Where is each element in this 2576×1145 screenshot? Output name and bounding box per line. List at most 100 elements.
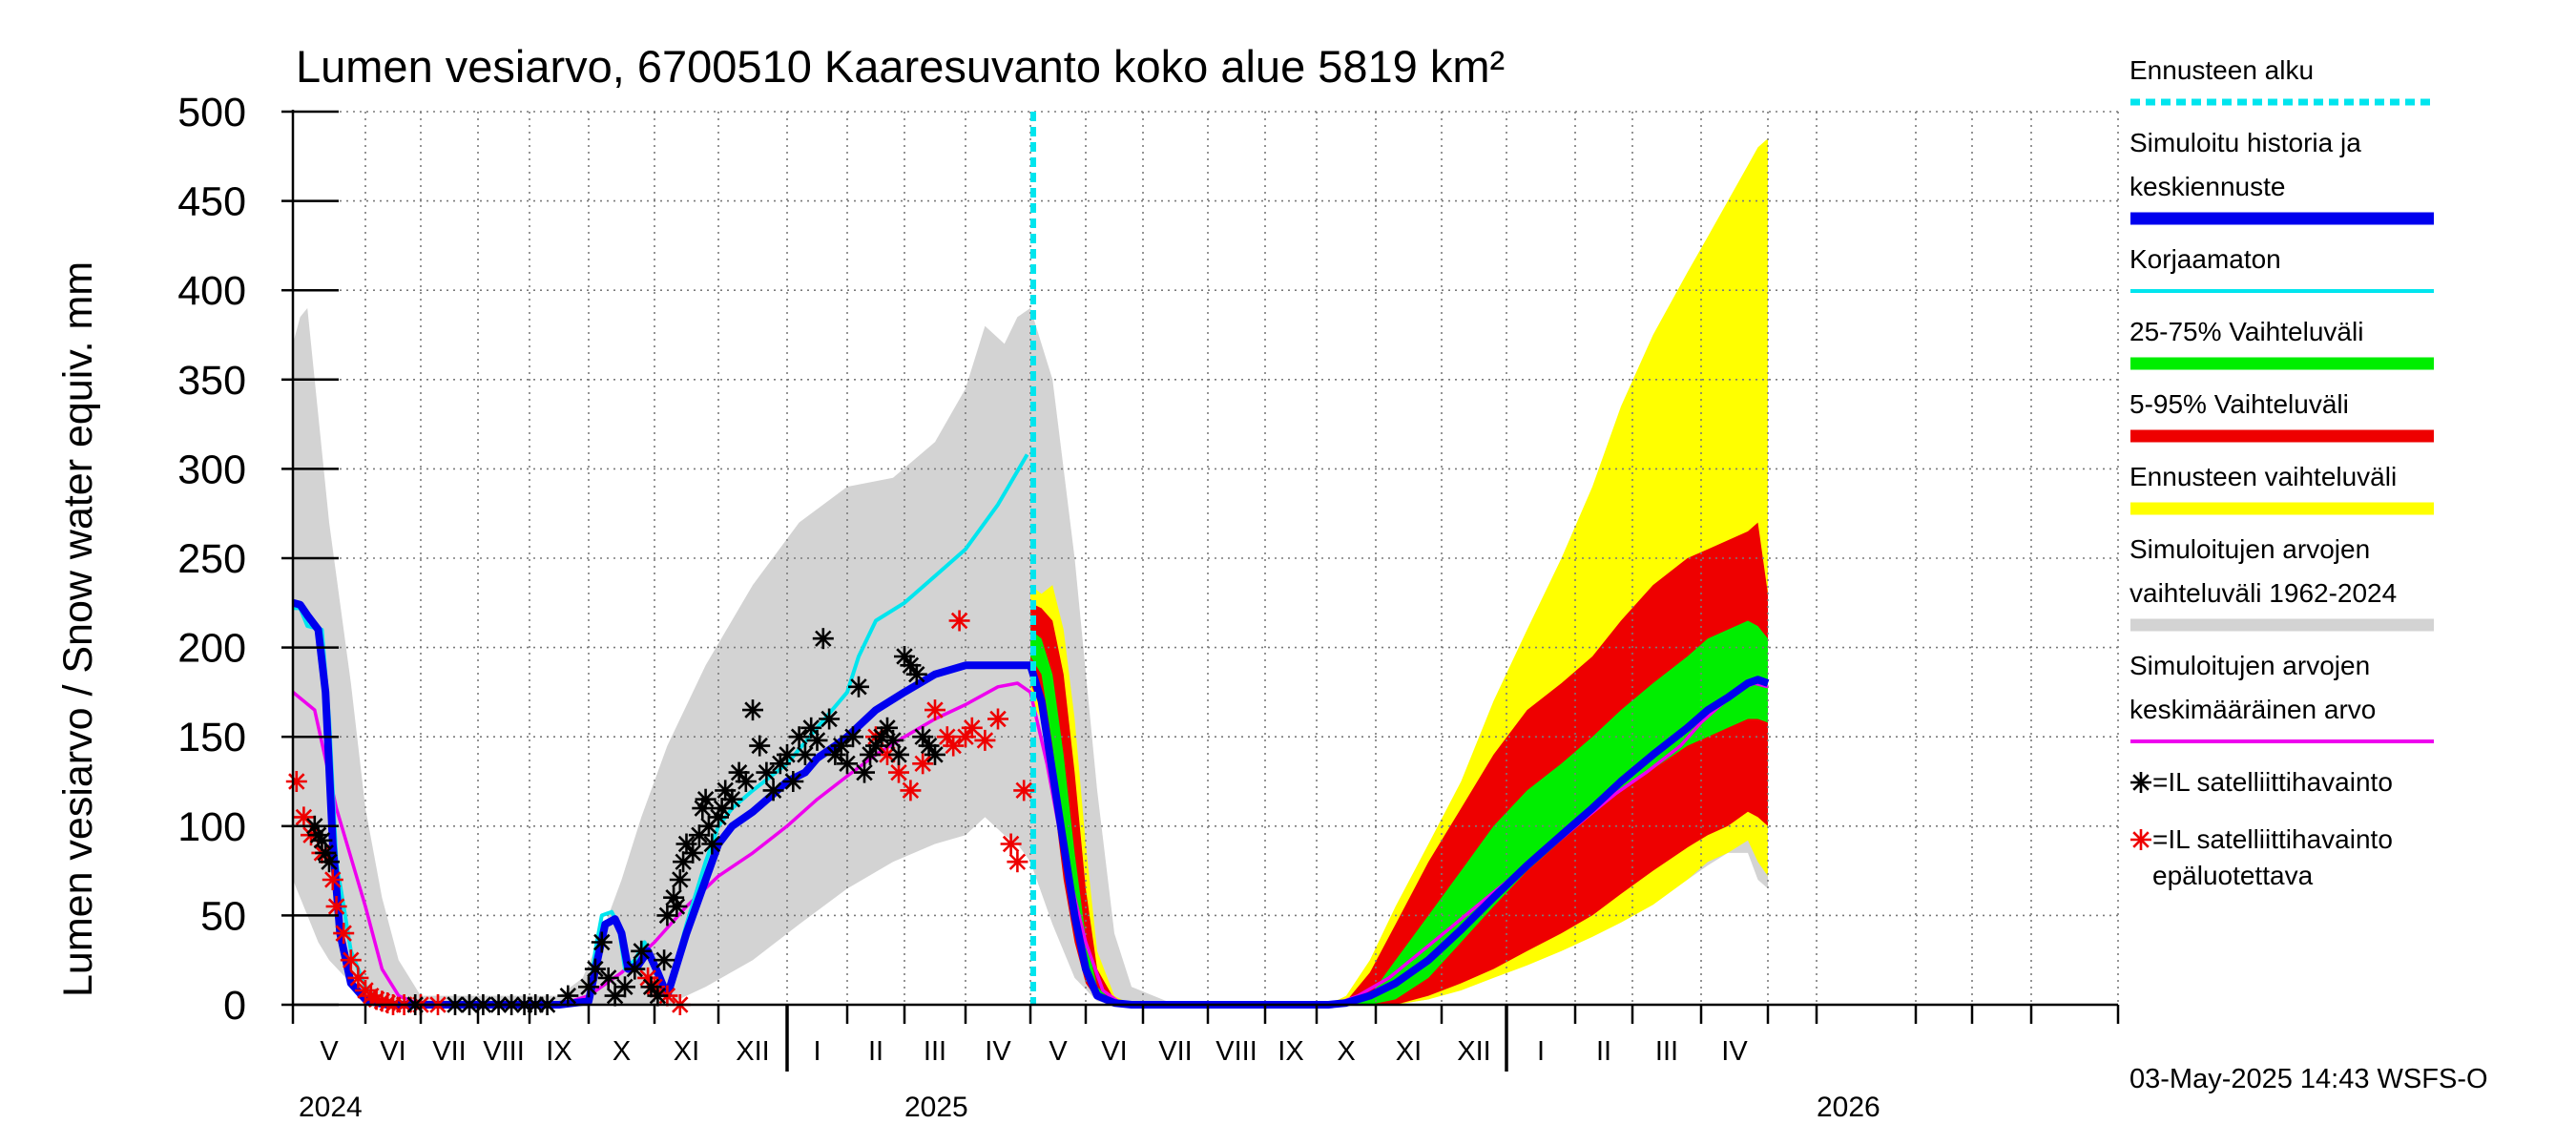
month-tick-label: VII [1158, 1036, 1192, 1067]
obs-point [311, 829, 333, 851]
legend-label: epäluotettava [2152, 861, 2314, 890]
obs-point [819, 708, 841, 730]
obs-point [647, 985, 669, 1007]
obs-point [614, 976, 635, 998]
obs-point [557, 985, 579, 1007]
month-tick-label: VIII [1215, 1036, 1257, 1067]
obs-point [624, 958, 646, 980]
y-tick-label: 200 [177, 626, 246, 672]
obs-unreliable-point [987, 708, 1008, 730]
legend-marker-obs_unreliable [2130, 829, 2151, 850]
band-5-95-vaihteluvali [1030, 522, 1768, 1005]
legend-label: Simuloitu historia ja [2129, 128, 2361, 157]
obs-point [682, 842, 704, 864]
month-tick-label: I [1537, 1036, 1545, 1067]
band-ennusteen-vaihteluvali [1030, 138, 1768, 1006]
y-tick-label: 500 [177, 90, 246, 135]
obs-unreliable-point [293, 806, 315, 828]
obs-unreliable-point [325, 896, 347, 917]
obs-unreliable-point [912, 753, 934, 775]
y-tick-label: 400 [177, 268, 246, 314]
obs-unreliable-point [943, 735, 965, 757]
obs-point [631, 940, 653, 962]
timestamp-label: 03-May-2025 14:43 WSFS-O [2129, 1064, 2488, 1094]
obs-point [640, 976, 662, 998]
month-tick-label: VI [380, 1036, 405, 1067]
y-tick-label: 100 [177, 804, 246, 850]
obs-unreliable-point [1000, 833, 1022, 855]
obs-point [735, 771, 757, 792]
grid-layer [293, 111, 2119, 1005]
month-tick-label: XI [1396, 1036, 1422, 1067]
obs-point [782, 771, 804, 792]
obs-point [842, 726, 863, 748]
obs-unreliable-point [1007, 851, 1028, 873]
y-tick-label: 0 [223, 983, 246, 1029]
legend-label: Korjaamaton [2129, 244, 2281, 274]
bands-layer [293, 138, 1768, 1006]
chart-title: Lumen vesiarvo, 6700510 Kaaresuvanto kok… [296, 41, 1505, 92]
month-tick-label: X [613, 1036, 631, 1067]
month-tick-label: XI [674, 1036, 699, 1067]
obs-point [749, 735, 771, 757]
month-tick-label: IX [1278, 1036, 1303, 1067]
obs-point [697, 815, 719, 837]
obs-point [319, 851, 340, 873]
year-label: 2026 [1817, 1092, 1880, 1123]
legend-label: 25-75% Vaihteluväli [2129, 317, 2363, 346]
obs-unreliable-point [955, 726, 976, 748]
obs-unreliable-point [333, 923, 355, 945]
obs-point [924, 743, 945, 765]
obs-unreliable-point [948, 610, 970, 632]
legend-label: 5-95% Vaihteluväli [2129, 389, 2349, 419]
y-tick-label: 50 [200, 893, 246, 939]
legend-label: Simuloitujen arvojen [2129, 651, 2370, 680]
obs-point [854, 761, 875, 783]
y-tick-label: 450 [177, 179, 246, 225]
month-tick-label: IX [546, 1036, 571, 1067]
obs-point [888, 743, 909, 765]
obs-unreliable-point [285, 771, 307, 792]
obs-point [830, 735, 852, 757]
month-tick-label: IV [1721, 1036, 1748, 1067]
obs-point [742, 699, 763, 721]
month-tick-label: V [320, 1036, 339, 1067]
obs-point [762, 780, 784, 802]
band-25-75-vaihteluvali [1030, 620, 1768, 1005]
obs-point [578, 976, 599, 998]
legend-label: Simuloitujen arvojen [2129, 534, 2370, 564]
y-tick-label: 250 [177, 536, 246, 582]
y-tick-label: 350 [177, 358, 246, 404]
obs-point [794, 743, 816, 765]
month-tick-label: V [1049, 1036, 1068, 1067]
obs-unreliable-point [1013, 780, 1035, 802]
legend-label: keskimääräinen arvo [2129, 695, 2376, 724]
legend: Ennusteen alku Simuloitu historia ja keski… [2129, 55, 2434, 890]
y-tick-label: 300 [177, 447, 246, 492]
month-tick-label: IV [985, 1036, 1011, 1067]
month-tick-label: I [813, 1036, 821, 1067]
y-tick-label: 150 [177, 715, 246, 760]
obs-point [701, 833, 723, 855]
obs-point [584, 958, 606, 980]
obs-unreliable-point [900, 780, 922, 802]
obs-point [812, 628, 834, 650]
observations-layer [285, 610, 1035, 1015]
obs-point [315, 842, 337, 864]
obs-point [848, 676, 869, 697]
obs-unreliable-point [974, 729, 996, 751]
month-tick-label: XII [736, 1036, 769, 1067]
month-tick-label: XII [1457, 1036, 1490, 1067]
obs-point [656, 905, 678, 926]
obs-unreliable-point [924, 699, 945, 721]
obs-unreliable-point [340, 949, 362, 971]
year-label: 2024 [299, 1092, 363, 1123]
y-axis-label: Lumen vesiarvo / Snow water equiv. mm [55, 261, 101, 997]
month-tick-label: VIII [483, 1036, 525, 1067]
month-tick-label: VI [1101, 1036, 1127, 1067]
legend-label: Ennusteen vaihteluväli [2129, 462, 2397, 491]
obs-point [837, 753, 858, 775]
obs-point [666, 896, 688, 917]
